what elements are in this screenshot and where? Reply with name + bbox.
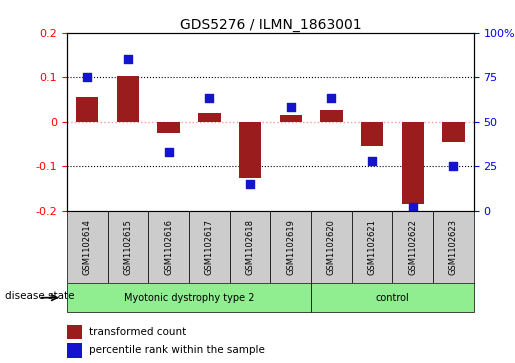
Bar xyxy=(311,211,352,283)
Point xyxy=(205,95,214,101)
Title: GDS5276 / ILMN_1863001: GDS5276 / ILMN_1863001 xyxy=(180,18,361,32)
Bar xyxy=(239,122,261,178)
Bar xyxy=(270,211,311,283)
Text: GSM1102623: GSM1102623 xyxy=(449,219,458,275)
Bar xyxy=(280,115,302,122)
Bar xyxy=(67,211,108,283)
Text: percentile rank within the sample: percentile rank within the sample xyxy=(89,345,265,355)
Text: GSM1102619: GSM1102619 xyxy=(286,219,295,275)
Text: GSM1102614: GSM1102614 xyxy=(83,219,92,275)
Text: GSM1102621: GSM1102621 xyxy=(368,219,376,275)
Text: GSM1102617: GSM1102617 xyxy=(205,219,214,275)
Point xyxy=(124,56,132,62)
Point xyxy=(368,158,376,164)
Bar xyxy=(442,122,465,142)
Point xyxy=(328,95,336,101)
Text: transformed count: transformed count xyxy=(89,327,186,337)
Bar xyxy=(117,76,139,122)
Point xyxy=(286,105,295,110)
Text: disease state: disease state xyxy=(5,291,75,301)
Bar xyxy=(108,211,148,283)
Point xyxy=(165,149,173,155)
Point xyxy=(449,163,458,169)
Point xyxy=(83,74,92,80)
Text: GSM1102615: GSM1102615 xyxy=(124,219,132,275)
Bar xyxy=(148,211,189,283)
Bar xyxy=(230,211,270,283)
Text: GSM1102622: GSM1102622 xyxy=(408,219,417,275)
Text: GSM1102616: GSM1102616 xyxy=(164,219,173,275)
Bar xyxy=(311,283,474,312)
Point xyxy=(409,204,417,210)
Text: control: control xyxy=(375,293,409,303)
Bar xyxy=(76,97,98,122)
Point xyxy=(246,181,254,187)
Bar xyxy=(352,211,392,283)
Text: GSM1102618: GSM1102618 xyxy=(246,219,254,275)
Bar xyxy=(189,211,230,283)
Bar xyxy=(67,283,311,312)
Text: Myotonic dystrophy type 2: Myotonic dystrophy type 2 xyxy=(124,293,254,303)
Bar xyxy=(67,343,82,358)
Bar xyxy=(361,122,383,146)
Bar xyxy=(198,113,220,122)
Bar xyxy=(433,211,474,283)
Bar xyxy=(392,211,433,283)
Bar xyxy=(158,122,180,133)
Bar xyxy=(67,325,82,339)
Text: GSM1102620: GSM1102620 xyxy=(327,219,336,275)
Bar xyxy=(320,110,342,122)
Bar xyxy=(402,122,424,204)
